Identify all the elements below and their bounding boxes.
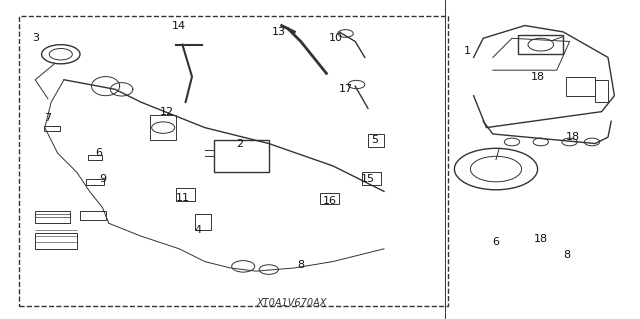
- Text: 11: 11: [175, 193, 189, 203]
- Bar: [88, 155, 102, 160]
- Bar: [214, 140, 269, 172]
- Bar: [566, 77, 595, 96]
- Bar: [150, 115, 176, 140]
- Bar: [44, 126, 60, 131]
- Text: 14: 14: [172, 20, 186, 31]
- Bar: [362, 172, 381, 185]
- Text: 5: 5: [371, 135, 378, 145]
- Text: 12: 12: [159, 107, 173, 117]
- Bar: [19, 16, 448, 306]
- Bar: [320, 193, 339, 204]
- Text: 18: 18: [534, 234, 548, 244]
- Text: XT0A1V670AX: XT0A1V670AX: [256, 298, 326, 308]
- Bar: [35, 211, 70, 223]
- Bar: [176, 188, 195, 201]
- Text: 16: 16: [323, 196, 337, 206]
- Text: 10: 10: [329, 33, 343, 43]
- Text: 6: 6: [493, 237, 499, 248]
- Text: 8: 8: [297, 260, 305, 270]
- Text: 18: 18: [566, 132, 580, 142]
- Text: 13: 13: [271, 27, 285, 37]
- Text: 9: 9: [99, 174, 106, 184]
- Text: 1: 1: [464, 46, 470, 56]
- Text: 7: 7: [44, 113, 52, 123]
- Text: 4: 4: [195, 225, 202, 235]
- Text: 2: 2: [236, 138, 244, 149]
- Text: 17: 17: [339, 84, 353, 94]
- Bar: [35, 233, 77, 249]
- Text: 15: 15: [361, 174, 375, 184]
- Text: 8: 8: [563, 250, 570, 260]
- Bar: [195, 214, 211, 230]
- Bar: [595, 80, 608, 102]
- Bar: [86, 179, 104, 185]
- Bar: [80, 211, 106, 220]
- Text: 18: 18: [531, 71, 545, 82]
- Text: 3: 3: [32, 33, 38, 43]
- Text: 6: 6: [96, 148, 102, 158]
- Bar: [368, 134, 384, 147]
- Bar: [518, 35, 563, 54]
